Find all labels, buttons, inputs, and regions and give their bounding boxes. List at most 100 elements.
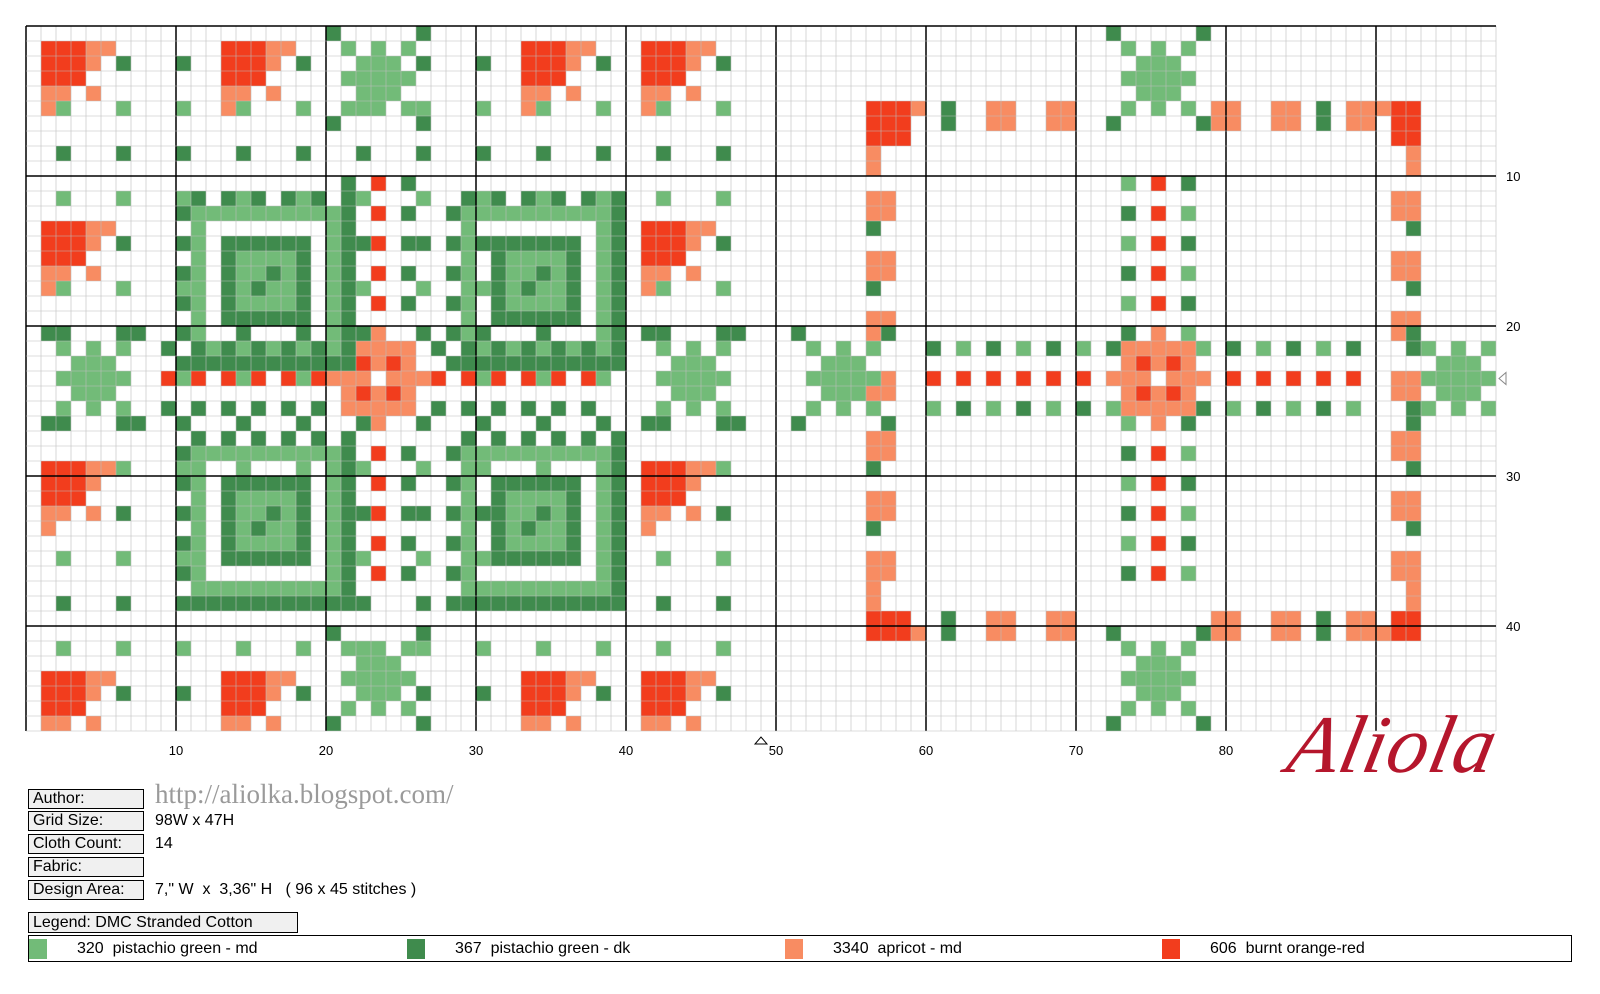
stitch — [491, 491, 506, 506]
stitch — [1361, 101, 1376, 116]
stitch — [506, 236, 521, 251]
stitch — [296, 551, 311, 566]
stitch — [536, 281, 551, 296]
author-url[interactable]: http://aliolka.blogspot.com/ — [155, 779, 454, 809]
stitch — [1376, 626, 1391, 641]
stitch — [521, 236, 536, 251]
stitch — [581, 341, 596, 356]
stitch — [251, 431, 266, 446]
stitch — [116, 281, 131, 296]
stitch — [1001, 611, 1016, 626]
stitch — [596, 461, 611, 476]
stitch — [866, 326, 881, 341]
stitch — [476, 581, 491, 596]
stitch — [356, 641, 371, 656]
stitch — [881, 446, 896, 461]
stitch — [866, 131, 881, 146]
stitch — [881, 116, 896, 131]
stitch — [551, 491, 566, 506]
stitch — [296, 341, 311, 356]
stitch — [1271, 116, 1286, 131]
stitch — [311, 401, 326, 416]
stitch — [1136, 86, 1151, 101]
stitch — [701, 356, 716, 371]
stitch — [1346, 401, 1361, 416]
stitch — [866, 251, 881, 266]
stitch — [641, 476, 656, 491]
stitch — [566, 56, 581, 71]
stitch — [221, 71, 236, 86]
stitch — [641, 71, 656, 86]
stitch — [416, 686, 431, 701]
stitch — [1391, 446, 1406, 461]
stitch — [1061, 116, 1076, 131]
stitch — [731, 326, 746, 341]
stitch — [401, 371, 416, 386]
stitch — [311, 341, 326, 356]
stitch — [401, 176, 416, 191]
stitch — [371, 641, 386, 656]
stitch — [86, 401, 101, 416]
stitch — [1046, 626, 1061, 641]
stitch — [1346, 341, 1361, 356]
stitch — [491, 506, 506, 521]
stitch — [401, 446, 416, 461]
stitch — [221, 56, 236, 71]
stitch — [476, 641, 491, 656]
stitch — [551, 281, 566, 296]
stitch — [371, 266, 386, 281]
x-tick-label: 40 — [619, 743, 633, 758]
stitch — [1451, 371, 1466, 386]
stitch — [341, 701, 356, 716]
stitch — [536, 461, 551, 476]
stitch — [521, 551, 536, 566]
stitch — [236, 251, 251, 266]
stitch — [1361, 116, 1376, 131]
stitch — [71, 221, 86, 236]
stitch — [611, 581, 626, 596]
stitch — [266, 596, 281, 611]
stitch — [821, 386, 836, 401]
stitch — [101, 671, 116, 686]
stitch — [326, 26, 341, 41]
stitch — [491, 356, 506, 371]
stitch — [341, 401, 356, 416]
stitch — [221, 431, 236, 446]
stitch — [641, 671, 656, 686]
stitch — [566, 521, 581, 536]
stitch — [1046, 611, 1061, 626]
stitch — [326, 236, 341, 251]
stitch — [1166, 386, 1181, 401]
stitch — [326, 446, 341, 461]
stitch — [356, 236, 371, 251]
stitch — [1406, 596, 1421, 611]
stitch — [866, 521, 881, 536]
stitch — [176, 506, 191, 521]
stitch — [1121, 206, 1136, 221]
stitch — [71, 251, 86, 266]
stitch — [1121, 101, 1136, 116]
stitch — [416, 551, 431, 566]
stitch — [176, 596, 191, 611]
stitch — [656, 641, 671, 656]
stitch — [1196, 716, 1211, 731]
stitch — [476, 146, 491, 161]
x-tick-label: 80 — [1219, 743, 1233, 758]
stitch — [551, 236, 566, 251]
stitch — [1046, 341, 1061, 356]
stitch — [476, 446, 491, 461]
stitch — [386, 356, 401, 371]
stitch — [1181, 341, 1196, 356]
stitch — [491, 401, 506, 416]
stitch — [56, 491, 71, 506]
stitch — [866, 281, 881, 296]
stitch — [281, 281, 296, 296]
stitch — [86, 266, 101, 281]
stitch — [566, 341, 581, 356]
stitch — [1226, 116, 1241, 131]
stitch — [1106, 341, 1121, 356]
stitch — [656, 671, 671, 686]
stitch — [1151, 701, 1166, 716]
stitch — [1391, 191, 1406, 206]
stitch — [461, 461, 476, 476]
